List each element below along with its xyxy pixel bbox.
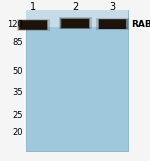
- Bar: [98, 19, 128, 29]
- Text: 3: 3: [110, 2, 116, 12]
- Bar: [61, 19, 89, 28]
- Bar: [58, 17, 92, 29]
- Bar: [99, 20, 126, 29]
- Text: 85: 85: [13, 38, 23, 47]
- Text: 35: 35: [13, 88, 23, 97]
- Text: 50: 50: [13, 67, 23, 76]
- Bar: [26, 10, 128, 27]
- Bar: [20, 20, 46, 29]
- Text: RAB3GAP1: RAB3GAP1: [131, 20, 150, 29]
- Bar: [99, 19, 126, 29]
- Text: 2: 2: [72, 2, 78, 12]
- Bar: [19, 20, 47, 30]
- Text: 1: 1: [30, 2, 36, 12]
- Text: 25: 25: [13, 111, 23, 120]
- Text: 120: 120: [8, 20, 23, 29]
- Bar: [18, 20, 48, 30]
- Bar: [96, 18, 129, 30]
- Text: 20: 20: [13, 128, 23, 137]
- Bar: [60, 18, 90, 29]
- Bar: [26, 10, 128, 151]
- Bar: [16, 19, 50, 31]
- Bar: [61, 19, 88, 28]
